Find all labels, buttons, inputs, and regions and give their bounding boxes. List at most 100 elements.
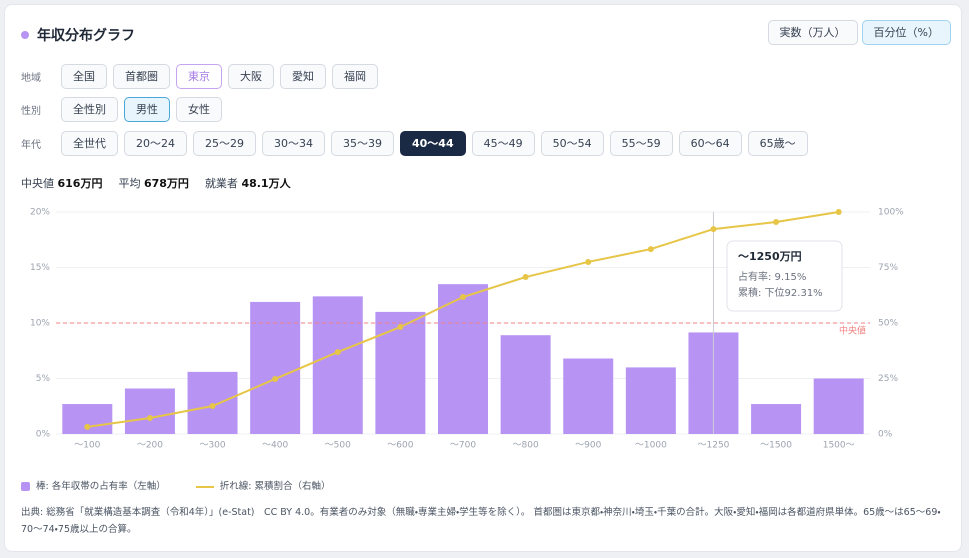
x-tick-label: 〜700 [450,441,476,451]
stat: 中央値 616万円 [21,175,102,191]
line-point [710,226,717,233]
y-tick-label: 5% [36,374,51,384]
filter-label: 年代 [21,140,41,151]
stats: 中央値 616万円 平均 678万円 就業者 48.1万人 [21,175,291,191]
line-point [84,423,91,430]
filter-label: 地域 [21,73,41,84]
x-tick-label: 〜1500 [760,441,792,451]
bar [563,358,614,434]
mode-button[interactable]: 実数（万人） [767,20,858,45]
filter-button[interactable]: 35〜39 [331,131,394,156]
y2-tick-label: 25% [878,374,898,384]
title: 年収分布グラフ [21,25,135,45]
filter-button[interactable]: 60〜64 [678,131,742,156]
filter-button[interactable]: 45〜49 [471,131,535,156]
title-text: 年収分布グラフ [37,28,135,44]
line-point [835,209,842,215]
x-tick-label: 〜200 [137,441,163,451]
legend-label: 棒: 各年収帯の占有率（左軸） [36,481,166,492]
filter-button[interactable]: 首都圏 [113,64,170,89]
mode-button[interactable]: 百分位（%） [861,20,951,45]
line-point [522,274,529,281]
tooltip-title: 〜1250万円 [738,250,802,263]
bar [625,367,676,434]
line-point [146,415,153,422]
y2-tick-label: 75% [878,263,898,273]
y-tick-label: 15% [30,263,50,273]
filter-button[interactable]: 25〜29 [193,131,256,156]
filter-button[interactable]: 福岡 [332,64,378,89]
stat-value: 616万円 [57,177,103,190]
tooltip-box [726,240,843,312]
filter-button[interactable]: 65歳〜 [747,131,808,156]
source-note: 出典: 総務省「就業構造基本調査（令和4年）」(e-Stat) CC BY 4.… [21,507,941,535]
stat-value: 48.1万人 [241,177,291,190]
bar [438,284,488,434]
line-point [460,294,466,301]
filter-button[interactable]: 東京 [176,64,222,89]
filter-button[interactable]: 女性 [176,97,222,122]
bar [813,378,864,434]
legend-swatch [21,482,30,491]
filter-button[interactable]: 20〜24 [124,131,187,156]
filter-button[interactable]: 30〜34 [262,131,325,156]
filter-button[interactable]: 全世代 [61,131,118,156]
line-point [334,349,341,356]
y2-tick-label: 0% [878,430,893,440]
line-point [647,246,654,253]
legend-swatch [195,485,214,488]
filter-button[interactable]: 大阪 [228,64,274,89]
bar [500,335,551,434]
bar [124,388,175,434]
x-tick-label: 〜600 [387,441,413,451]
x-tick-label: 1500〜 [823,441,855,451]
line-point [272,375,279,382]
title-dot [21,31,29,39]
y-tick-label: 0% [36,430,51,440]
tooltip-line: 占有率: 9.15% [738,270,806,283]
legend: 棒: 各年収帯の占有率（左軸） 折れ線: 累積割合（右軸） [21,478,330,492]
filter-button[interactable]: 全性別 [61,97,118,122]
bar [375,311,426,434]
mode-toggle: 実数（万人） 百分位（%） [767,20,951,45]
y-tick-label: 10% [30,319,50,329]
x-tick-label: 〜800 [513,441,539,451]
stat-label: 中央値 [21,177,54,190]
x-tick-label: 〜500 [325,441,351,451]
filter-button[interactable]: 全国 [61,64,107,89]
filter-row: 性別 全性別 男性 女性 [21,97,222,122]
legend-item: 折れ線: 累積割合（右軸） [195,478,331,492]
x-tick-label: 〜1250 [698,441,730,451]
x-tick-label: 〜1000 [635,441,667,451]
bar [187,371,238,434]
stat-label: 平均 [118,177,141,190]
line-point [773,218,780,225]
stat-value: 678万円 [143,177,189,190]
chart: 0% 5% 10% 15% 20% 0% 25% 50% 75% 100% 〜100 〜200 〜300… [30,208,904,451]
legend-label: 折れ線: 累積割合（右軸） [219,481,331,492]
x-tick-label: 〜400 [262,441,288,451]
line-point [585,258,592,265]
filter-button[interactable]: 男性 [124,97,170,122]
filter-button[interactable]: 50〜54 [540,131,604,156]
x-tick-label: 〜300 [199,441,225,451]
stat: 就業者 48.1万人 [205,175,291,191]
filter-row: 地域 全国 首都圏 東京 大阪 愛知 福岡 [21,64,378,89]
bar [312,296,363,434]
bar [751,404,802,434]
legend-item: 棒: 各年収帯の占有率（左軸） [21,478,166,492]
line-point [209,403,216,410]
stat-label: 就業者 [204,177,238,190]
stat: 平均 678万円 [118,175,188,191]
y2-tick-label: 50% [878,319,898,329]
filter-button[interactable]: 55〜59 [609,131,673,156]
y2-tick-label: 100% [878,208,904,218]
filter-button[interactable]: 愛知 [280,64,326,89]
y-tick-label: 20% [30,208,50,218]
bar [250,301,301,434]
filter-button[interactable]: 40〜44 [400,131,466,156]
line-point [397,323,404,330]
